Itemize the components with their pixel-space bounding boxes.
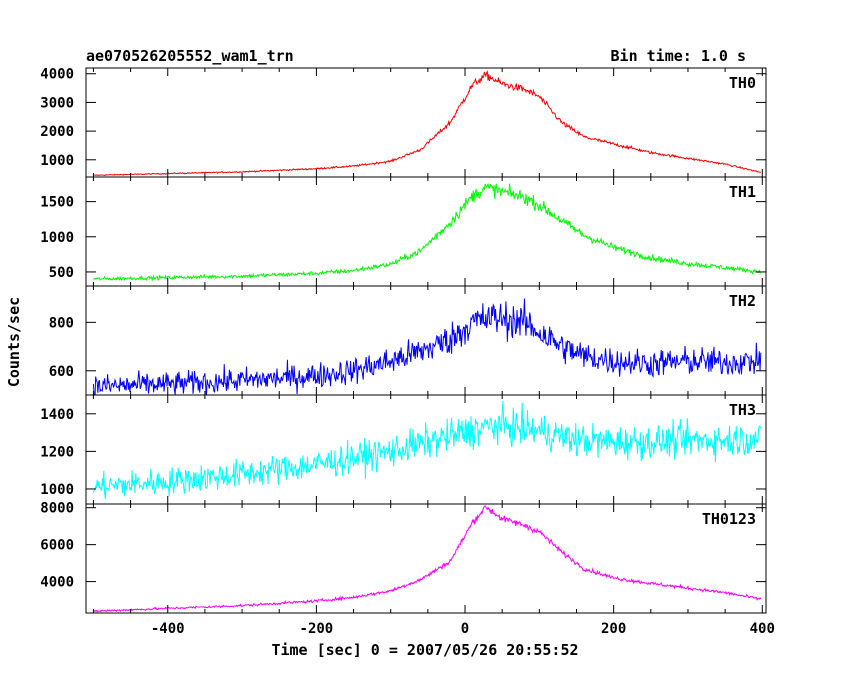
x-axis-label: Time [sec] 0 = 2007/05/26 20:55:52 — [271, 641, 578, 659]
y-tick-label: 8000 — [40, 501, 74, 517]
panel-frame — [85, 176, 767, 287]
panel-th3: TH3 1000 1200 1400 — [40, 394, 767, 505]
series-label: TH1 — [729, 183, 756, 201]
x-tick-label: -200 — [300, 621, 334, 637]
panels-group: TH01000200030004000TH150010001500TH26008… — [40, 67, 775, 637]
panel-th1: TH1 500 1000 1500 — [40, 176, 767, 287]
y-tick-label: 600 — [49, 364, 74, 380]
y-tick-label: 6000 — [40, 538, 74, 554]
panel-th0: TH0 1000 2000 3000 4000 — [40, 67, 767, 178]
panel-th0123: TH0123 4000 6000 8000 — [40, 501, 767, 614]
y-tick-label: 500 — [49, 265, 74, 281]
series-label: TH3 — [729, 401, 756, 419]
x-tick-label: -400 — [151, 621, 185, 637]
series-line-th1 — [93, 183, 762, 282]
series-label: TH2 — [729, 292, 756, 310]
y-tick-label: 4000 — [40, 67, 74, 83]
y-tick-label: 1200 — [40, 444, 74, 460]
series-line-th3 — [92, 400, 762, 500]
y-tick-label: 800 — [49, 315, 74, 331]
panel-frame — [85, 394, 767, 505]
series-line-th0123 — [93, 504, 762, 613]
panel-frame — [85, 67, 767, 178]
bin-time-label: Bin time: 1.0 s — [611, 47, 746, 65]
y-tick-label: 1000 — [40, 482, 74, 498]
x-tick-label: 0 — [461, 621, 469, 637]
y-tick-label: 1000 — [40, 153, 74, 169]
series-line-th0 — [93, 69, 761, 176]
panel-th2: TH2 600 800 — [49, 285, 767, 396]
y-tick-label: 1000 — [40, 230, 74, 246]
panel-frame — [85, 503, 767, 614]
series-label: TH0123 — [702, 510, 756, 528]
y-tick-label: 1500 — [40, 195, 74, 211]
y-tick-label: 1400 — [40, 407, 74, 423]
x-tick-label: 200 — [601, 621, 626, 637]
y-axis-label: Counts/sec — [5, 297, 23, 387]
x-tick-label: 400 — [750, 621, 775, 637]
y-tick-label: 2000 — [40, 124, 74, 140]
chart-title: ae070526205552_wam1_trn — [86, 47, 294, 65]
y-tick-label: 4000 — [40, 575, 74, 591]
y-tick-label: 3000 — [40, 95, 74, 111]
series-label: TH0 — [729, 74, 756, 92]
series-line-th2 — [92, 298, 762, 395]
